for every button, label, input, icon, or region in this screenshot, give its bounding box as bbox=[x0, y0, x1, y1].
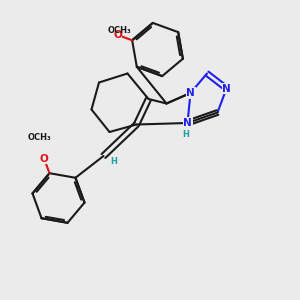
Text: H: H bbox=[111, 158, 117, 166]
Text: O: O bbox=[40, 154, 49, 164]
Text: OCH₃: OCH₃ bbox=[107, 26, 131, 35]
Text: H: H bbox=[183, 130, 189, 139]
Text: O: O bbox=[113, 30, 122, 40]
Text: N: N bbox=[222, 83, 231, 94]
Text: N: N bbox=[186, 88, 195, 98]
Text: OCH₃: OCH₃ bbox=[28, 133, 51, 142]
Text: N: N bbox=[183, 118, 192, 128]
